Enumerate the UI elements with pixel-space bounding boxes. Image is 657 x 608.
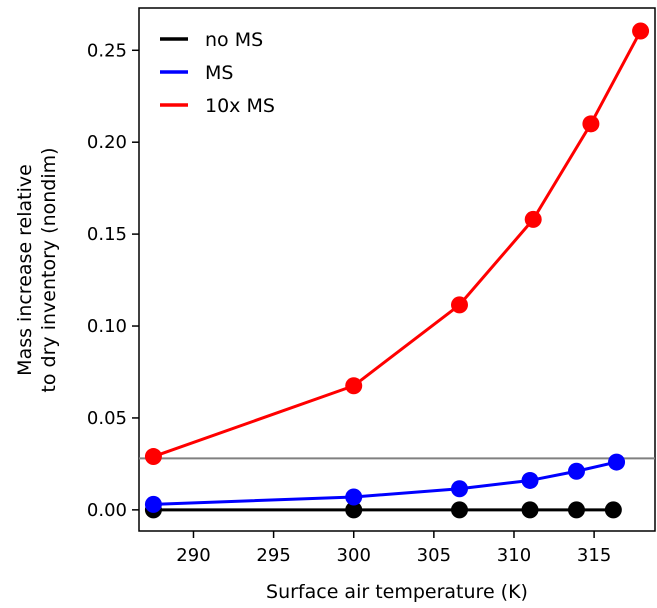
series-line-ms bbox=[153, 460, 617, 506]
data-point-ms bbox=[450, 480, 468, 498]
data-point-10x-ms bbox=[524, 210, 542, 228]
data-point-ms bbox=[144, 495, 162, 513]
data-point-10x-ms bbox=[144, 448, 162, 466]
x-tick-label: 310 bbox=[497, 545, 531, 566]
y-axis-label-line-1: Mass increase relative bbox=[14, 164, 36, 376]
y-tick-label: 0.00 bbox=[87, 500, 127, 521]
data-point-10x-ms bbox=[582, 115, 600, 133]
data-point-no-ms bbox=[450, 501, 468, 519]
y-tick-label: 0.25 bbox=[87, 40, 127, 61]
data-point-10x-ms bbox=[632, 22, 650, 40]
y-axis-label: Mass increase relative to dry inventory … bbox=[14, 147, 60, 392]
x-tick-label: 300 bbox=[337, 545, 371, 566]
plot-area bbox=[138, 7, 656, 532]
y-tick-label: 0.20 bbox=[87, 132, 127, 153]
data-point-ms bbox=[567, 462, 585, 480]
y-axis: 0.00 0.05 0.10 0.15 0.20 0.25 bbox=[87, 40, 139, 521]
x-axis: 290 295 300 305 310 315 bbox=[176, 531, 611, 566]
data-point-no-ms bbox=[604, 501, 622, 519]
data-point-no-ms bbox=[345, 501, 363, 519]
x-tick-label: 315 bbox=[577, 545, 611, 566]
data-point-ms bbox=[608, 453, 626, 471]
series-no-ms bbox=[144, 501, 622, 519]
data-point-ms bbox=[521, 471, 539, 489]
legend-label-no-ms: no MS bbox=[205, 29, 263, 51]
y-tick-label: 0.15 bbox=[87, 224, 127, 245]
y-tick-label: 0.10 bbox=[87, 316, 127, 337]
y-axis-label-line-2: to dry inventory (nondim) bbox=[38, 147, 60, 392]
y-tick-label: 0.05 bbox=[87, 408, 127, 429]
plot-frame bbox=[138, 7, 656, 532]
series-layer bbox=[144, 22, 650, 519]
x-tick-label: 290 bbox=[176, 545, 210, 566]
series-line-10x-ms bbox=[152, 30, 642, 458]
x-axis-label: Surface air temperature (K) bbox=[266, 581, 528, 603]
data-point-no-ms bbox=[521, 501, 539, 519]
x-tick-label: 295 bbox=[256, 545, 290, 566]
data-point-10x-ms bbox=[345, 377, 363, 395]
data-point-ms bbox=[345, 488, 363, 506]
data-point-10x-ms bbox=[450, 296, 468, 314]
legend-label-10x-ms: 10x MS bbox=[205, 95, 275, 117]
legend: no MS MS 10x MS bbox=[160, 29, 275, 117]
data-point-no-ms bbox=[567, 501, 585, 519]
legend-label-ms: MS bbox=[205, 62, 233, 84]
series-10x-ms bbox=[144, 22, 650, 466]
series-ms bbox=[144, 453, 626, 513]
x-tick-label: 305 bbox=[417, 545, 451, 566]
